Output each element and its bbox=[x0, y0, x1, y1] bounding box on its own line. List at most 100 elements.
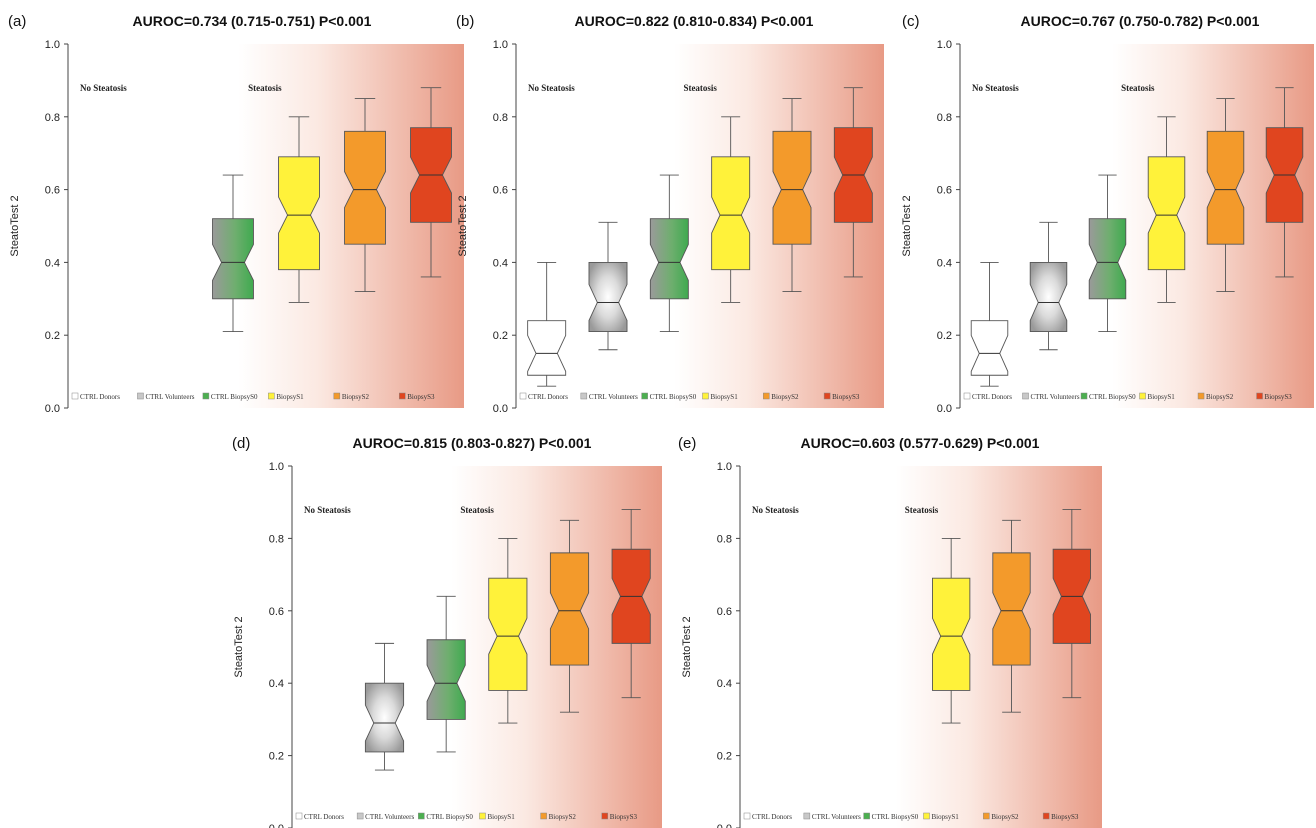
panel-title: AUROC=0.822 (0.810-0.834) P<0.001 bbox=[575, 13, 814, 29]
legend: CTRL Donors CTRL Volunteers CTRL BiopsyS0 B… bbox=[71, 392, 435, 401]
legend-label: CTRL Volunteers bbox=[1031, 393, 1080, 401]
legend-label: BiopsyS2 bbox=[342, 393, 370, 401]
box-body bbox=[588, 261, 628, 333]
y-tick-label: 1.0 bbox=[493, 39, 508, 51]
box-body bbox=[772, 130, 812, 245]
region-label-steatosis: Steatosis bbox=[460, 505, 494, 515]
legend-label: BiopsyS3 bbox=[407, 393, 435, 401]
box-ctrl-biopsys0 bbox=[649, 174, 689, 333]
panel-e: 0.0 0.2 0.4 0.6 0.8 1.0 SteatoTest 2 (e) AUROC=0… bbox=[678, 435, 1102, 828]
panel-c: 0.0 0.2 0.4 0.6 0.8 1.0 SteatoTest 2 (c) AUROC=0… bbox=[901, 13, 1314, 415]
legend-swatch bbox=[1139, 392, 1146, 400]
legend-swatch bbox=[923, 812, 930, 820]
legend-label: CTRL BiopsyS0 bbox=[650, 393, 697, 401]
legend: CTRL Donors CTRL Volunteers CTRL BiopsyS0 B… bbox=[519, 392, 860, 401]
box-biopsys2 bbox=[1206, 98, 1245, 292]
box-ctrl-donors bbox=[970, 261, 1009, 387]
y-axis-label: SteatoTest 2 bbox=[457, 195, 469, 256]
legend-swatch bbox=[983, 812, 990, 820]
panel-title: AUROC=0.603 (0.577-0.629) P<0.001 bbox=[801, 435, 1040, 451]
legend-swatch bbox=[1080, 392, 1088, 400]
region-label-no-steatosis: No Steatosis bbox=[972, 83, 1019, 93]
legend: CTRL Donors CTRL Volunteers CTRL BiopsyS0 B… bbox=[963, 392, 1292, 401]
y-tick-label: 0.8 bbox=[493, 112, 508, 124]
legend-swatch bbox=[519, 392, 527, 400]
y-tick-label: 0.8 bbox=[269, 533, 284, 545]
panel-b: 0.0 0.2 0.4 0.6 0.8 1.0 SteatoTest 2 (b) AUROC=0… bbox=[456, 13, 884, 415]
y-tick-label: 0.4 bbox=[717, 678, 732, 690]
y-axis-label: SteatoTest 2 bbox=[681, 616, 693, 677]
legend-label: BiopsyS1 bbox=[1148, 393, 1176, 401]
legend-label: BiopsyS2 bbox=[991, 813, 1019, 821]
legend-label: CTRL Donors bbox=[752, 813, 792, 821]
y-tick-label: 0.6 bbox=[493, 185, 508, 197]
box-body bbox=[426, 639, 466, 720]
y-tick-label: 1.0 bbox=[269, 461, 284, 473]
legend-swatch bbox=[1042, 812, 1050, 820]
legend-label: CTRL BiopsyS0 bbox=[1089, 393, 1136, 401]
legend-label: CTRL Volunteers bbox=[812, 813, 861, 821]
box-biopsys1 bbox=[488, 537, 528, 724]
box-biopsys3 bbox=[1052, 508, 1091, 699]
y-tick-label: 0.8 bbox=[937, 112, 952, 124]
box-body bbox=[1088, 218, 1127, 300]
legend-swatch bbox=[702, 392, 709, 400]
y-tick-label: 0.2 bbox=[717, 751, 732, 763]
legend-swatch bbox=[268, 392, 275, 400]
box-body bbox=[278, 156, 320, 271]
y-tick-label: 0.0 bbox=[269, 823, 284, 828]
legend-label: CTRL Donors bbox=[80, 393, 120, 401]
box-ctrl-biopsys0 bbox=[426, 595, 466, 753]
y-tick-label: 0.4 bbox=[45, 257, 60, 269]
legend-label: CTRL Volunteers bbox=[589, 393, 638, 401]
legend-label: BiopsyS2 bbox=[549, 813, 577, 821]
legend-label: BiopsyS3 bbox=[832, 393, 860, 401]
y-tick-label: 0.6 bbox=[269, 606, 284, 618]
box-body bbox=[364, 682, 405, 753]
legend-swatch bbox=[763, 392, 770, 400]
legend-swatch bbox=[580, 392, 588, 400]
box-body bbox=[970, 320, 1009, 376]
box-biopsys2 bbox=[344, 98, 386, 292]
panel-title: AUROC=0.734 (0.715-0.751) P<0.001 bbox=[133, 13, 372, 29]
y-tick-label: 0.4 bbox=[937, 257, 952, 269]
y-tick-label: 1.0 bbox=[717, 461, 732, 473]
y-tick-label: 0.2 bbox=[493, 330, 508, 342]
legend-label: CTRL Donors bbox=[972, 393, 1012, 401]
box-ctrl-donors bbox=[527, 261, 567, 387]
box-body bbox=[1206, 130, 1245, 245]
panel-letter: (e) bbox=[678, 435, 696, 452]
legend-swatch bbox=[137, 392, 144, 400]
box-body bbox=[711, 156, 751, 271]
legend-label: BiopsyS2 bbox=[771, 393, 799, 401]
legend-label: BiopsyS1 bbox=[932, 813, 960, 821]
legend-label: CTRL Volunteers bbox=[145, 393, 194, 401]
region-label-steatosis: Steatosis bbox=[1121, 83, 1155, 93]
legend-label: BiopsyS1 bbox=[276, 393, 304, 401]
y-axis-label: SteatoTest 2 bbox=[901, 195, 913, 256]
legend-label: BiopsyS3 bbox=[610, 813, 638, 821]
box-body bbox=[527, 320, 567, 376]
legend-swatch bbox=[71, 392, 79, 400]
box-body bbox=[488, 577, 528, 691]
panel-letter: (d) bbox=[232, 435, 250, 452]
box-ctrl-biopsys0 bbox=[212, 174, 254, 333]
y-tick-label: 0.6 bbox=[45, 185, 60, 197]
box-ctrl-biopsys0 bbox=[1088, 174, 1127, 333]
y-tick-label: 0.0 bbox=[717, 823, 732, 828]
box-biopsys3 bbox=[1265, 87, 1304, 278]
region-label-no-steatosis: No Steatosis bbox=[528, 83, 575, 93]
panel-letter: (c) bbox=[902, 13, 920, 30]
region-label-no-steatosis: No Steatosis bbox=[80, 83, 127, 93]
y-tick-label: 0.6 bbox=[717, 606, 732, 618]
y-tick-label: 0.8 bbox=[717, 533, 732, 545]
legend-swatch bbox=[540, 812, 547, 820]
box-biopsys3 bbox=[611, 508, 651, 699]
legend-swatch bbox=[863, 812, 870, 820]
legend-label: CTRL Donors bbox=[304, 813, 344, 821]
legend-swatch bbox=[295, 812, 303, 820]
panel-title: AUROC=0.767 (0.750-0.782) P<0.001 bbox=[1021, 13, 1260, 29]
y-tick-label: 0.0 bbox=[45, 403, 60, 415]
box-biopsys2 bbox=[772, 98, 812, 292]
